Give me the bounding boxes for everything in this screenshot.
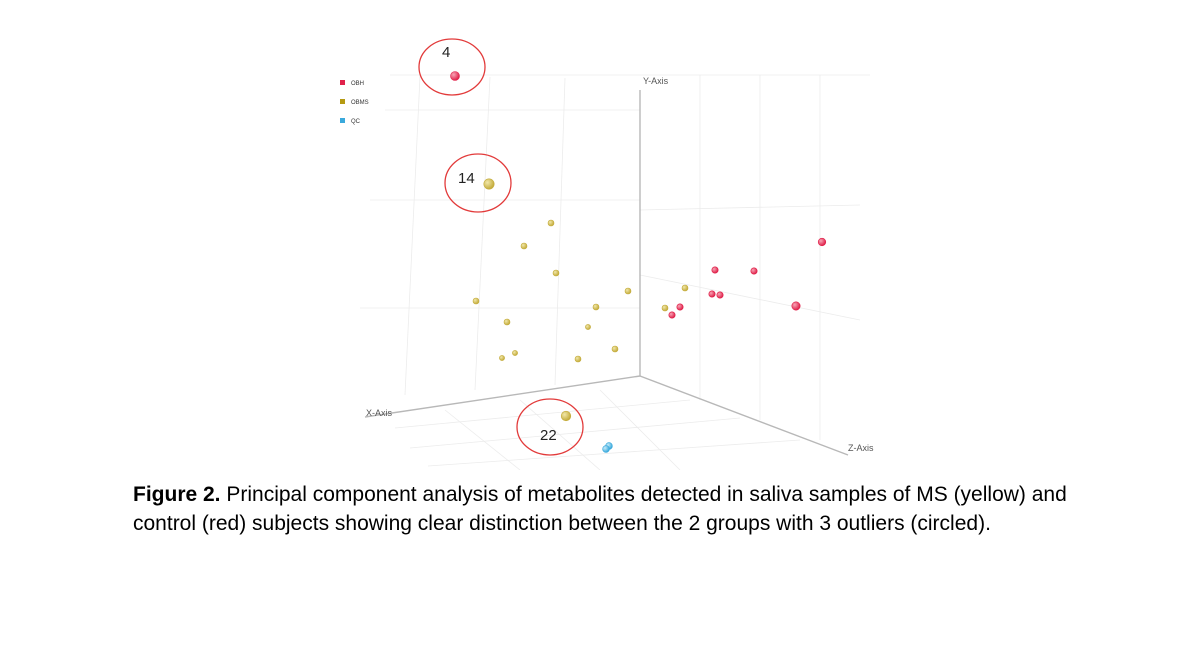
point-obh-0	[450, 71, 460, 81]
point-obms-9	[483, 178, 495, 190]
grid-back-wall	[360, 74, 870, 396]
point-obh-7	[676, 303, 684, 311]
legend-swatch-obms	[340, 99, 345, 104]
y-axis-title: Y-Axis	[643, 76, 669, 86]
z-axis-title: Z-Axis	[848, 443, 874, 453]
point-obms-14	[681, 284, 689, 292]
point-obms-10	[547, 219, 555, 227]
legend-swatch-qc	[340, 118, 345, 123]
point-obh-3	[750, 267, 758, 275]
outlier-label-4: 4	[442, 44, 450, 61]
legend-label-qc: QC	[351, 119, 361, 125]
figure-caption: Figure 2. Principal component analysis o…	[133, 480, 1083, 538]
axes	[364, 90, 849, 456]
outlier-label-22: 22	[540, 427, 557, 444]
outlier-circle-22	[516, 398, 584, 456]
point-obms-16	[592, 303, 600, 311]
point-obms-21	[512, 350, 518, 356]
point-obh-2	[711, 266, 719, 274]
outlier-label-14: 14	[458, 170, 475, 187]
point-obh-1	[817, 237, 827, 247]
x-axis-line	[364, 375, 641, 418]
point-qc-26	[602, 445, 610, 453]
legend: OBH OBMS QC	[340, 80, 369, 125]
point-obms-11	[520, 242, 528, 250]
point-obh-8	[668, 311, 676, 319]
point-obms-22	[499, 355, 505, 361]
pca-figure: Y-Axis X-Axis Z-Axis OBH OBMS QC 4 14 22	[340, 38, 874, 470]
outlier-annotations: 4 14 22	[418, 38, 584, 456]
data-points	[450, 71, 827, 453]
point-obms-24	[560, 410, 572, 422]
grid-floor	[394, 389, 801, 470]
point-obms-15	[472, 297, 480, 305]
point-obh-6	[791, 301, 801, 311]
pca-3d-scatter-plot: Y-Axis X-Axis Z-Axis OBH OBMS QC 4 14 22	[340, 38, 874, 470]
x-axis-title: X-Axis	[366, 408, 393, 418]
grid-side-wall	[639, 75, 861, 440]
point-obh-4	[708, 290, 716, 298]
outlier-circle-14	[444, 153, 512, 213]
point-obms-17	[661, 304, 669, 312]
point-obms-20	[611, 345, 619, 353]
legend-label-obh: OBH	[351, 81, 364, 87]
z-axis-line	[639, 375, 849, 456]
point-obms-12	[552, 269, 560, 277]
point-obms-18	[503, 318, 511, 326]
outlier-circle-4	[418, 38, 486, 96]
legend-label-obms: OBMS	[351, 100, 369, 106]
point-obh-5	[716, 291, 724, 299]
caption-label: Figure 2.	[133, 483, 221, 506]
caption-text: Principal component analysis of metaboli…	[133, 483, 1067, 535]
point-obms-23	[574, 355, 582, 363]
legend-swatch-obh	[340, 80, 345, 85]
point-obms-19	[585, 324, 591, 330]
point-obms-13	[624, 287, 632, 295]
